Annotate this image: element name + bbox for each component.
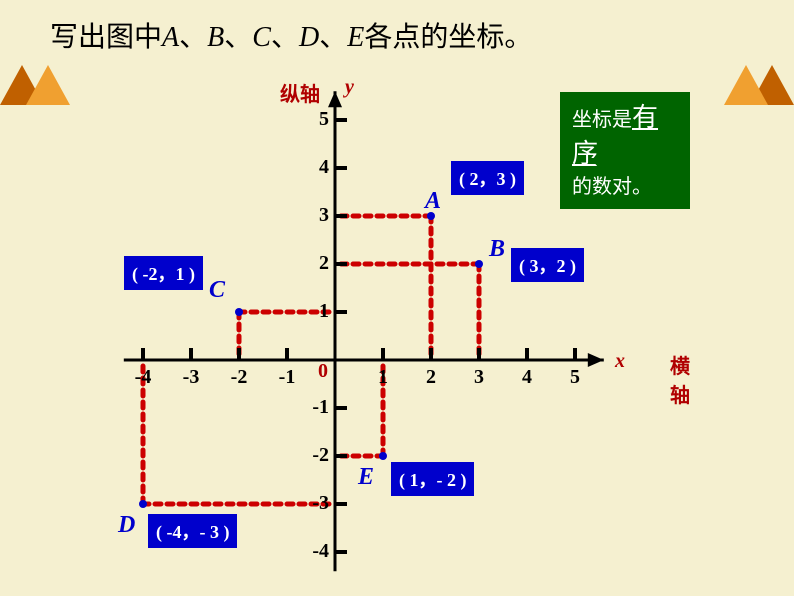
coordinate-chart: 纵轴 y x 横轴 0 坐标是有序 的数对。 -4-3-2-112345-4-3… <box>90 80 690 590</box>
y-tick-label: 5 <box>301 108 329 131</box>
y-tick-label: -3 <box>301 492 329 515</box>
coord-tag-B: ( 3，2 ) <box>511 248 584 282</box>
origin-label: 0 <box>318 360 328 383</box>
x-axis-label: 横轴 <box>670 350 690 408</box>
x-tick-label: 4 <box>515 366 539 389</box>
page-title: 写出图中A、B、C、D、E各点的坐标。 <box>50 15 532 55</box>
callout-box: 坐标是有序 的数对。 <box>560 92 690 209</box>
point-label-E: E <box>358 464 374 491</box>
x-tick-label: -2 <box>227 366 251 389</box>
coord-tag-E: ( 1，- 2 ) <box>391 462 474 496</box>
point-label-D: D <box>118 512 135 539</box>
x-tick-label: 2 <box>419 366 443 389</box>
point-label-B: B <box>489 236 505 263</box>
point-label-C: C <box>209 277 225 304</box>
y-axis-label: 纵轴 <box>280 78 320 107</box>
point-label-A: A <box>425 188 441 215</box>
coord-tag-A: ( 2，3 ) <box>451 161 524 195</box>
y-tick-label: -2 <box>301 444 329 467</box>
x-axis-symbol: x <box>615 350 625 373</box>
y-tick-label: -1 <box>301 396 329 419</box>
y-tick-label: 1 <box>301 300 329 323</box>
x-tick-label: 5 <box>563 366 587 389</box>
y-tick-label: -4 <box>301 540 329 563</box>
y-tick-label: 3 <box>301 204 329 227</box>
x-tick-label: -4 <box>131 366 155 389</box>
y-axis-symbol: y <box>345 76 354 99</box>
decoration-right <box>724 55 794 105</box>
y-tick-label: 4 <box>301 156 329 179</box>
x-tick-label: 3 <box>467 366 491 389</box>
x-tick-label: -3 <box>179 366 203 389</box>
x-tick-label: -1 <box>275 366 299 389</box>
x-tick-label: 1 <box>371 366 395 389</box>
y-tick-label: 2 <box>301 252 329 275</box>
decoration-left <box>0 55 70 105</box>
coord-tag-D: ( -4，- 3 ) <box>148 514 237 548</box>
coord-tag-C: ( -2，1 ) <box>124 256 203 290</box>
callout-tail <box>590 158 626 178</box>
